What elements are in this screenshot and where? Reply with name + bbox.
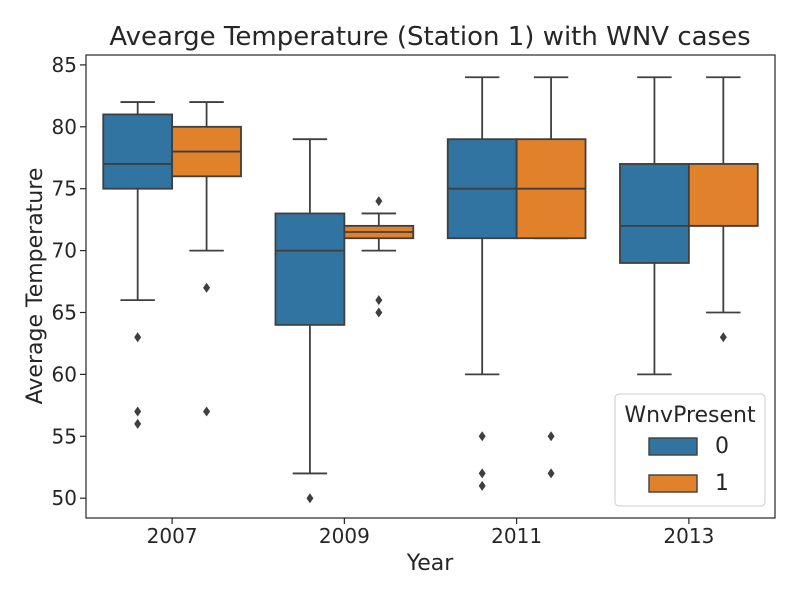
x-tick-label: 2009 — [319, 524, 370, 548]
box-iqr — [619, 163, 690, 264]
outlier-point — [375, 295, 383, 306]
y-tick-label: 60 — [52, 362, 77, 386]
box-group-2007-series-0 — [102, 101, 174, 429]
legend: WnvPresent 0 1 — [614, 393, 766, 507]
box-group-2011-series-1 — [515, 76, 587, 479]
outlier-point — [547, 431, 555, 442]
legend-title: WnvPresent — [624, 403, 756, 428]
box-iqr — [687, 163, 759, 227]
legend-swatch-0 — [648, 437, 698, 456]
box-group-2007-series-1 — [171, 101, 242, 417]
outlier-point — [134, 406, 142, 417]
outlier-point — [375, 196, 383, 207]
legend-swatch-1 — [648, 474, 698, 493]
outlier-point — [719, 332, 727, 343]
x-axis-label: Year — [406, 551, 455, 576]
plot-area — [102, 76, 759, 504]
box-group-2009-series-0 — [274, 138, 346, 504]
box-iqr — [274, 212, 346, 326]
box-group-2011-series-0 — [446, 76, 518, 491]
y-tick-label: 75 — [52, 177, 77, 201]
outlier-point — [547, 468, 555, 479]
plot-frame — [85, 54, 776, 519]
x-tick-label: 2007 — [147, 524, 198, 548]
y-tick-label: 85 — [52, 53, 77, 77]
box-iqr — [102, 113, 174, 190]
y-tick-label: 65 — [52, 300, 77, 324]
outlier-point — [375, 307, 383, 318]
y-tick-label: 55 — [52, 424, 77, 448]
y-tick-label: 80 — [52, 115, 77, 139]
outlier-point — [134, 332, 142, 343]
axis-ticks: 50 55 60 65 70 75 80 85 2007 2009 2011 2013 — [52, 53, 715, 548]
x-tick-label: 2011 — [491, 524, 542, 548]
outlier-point — [134, 418, 142, 429]
outlier-point — [478, 431, 486, 442]
box-group-2009-series-1 — [343, 196, 415, 318]
x-tick-label: 2013 — [663, 524, 714, 548]
y-tick-label: 50 — [52, 486, 77, 510]
box-group-2013-series-1 — [687, 76, 759, 343]
y-axis-label: Average Temperature — [23, 168, 48, 405]
outlier-point — [478, 468, 486, 479]
outlier-point — [203, 406, 211, 417]
box-group-2013-series-0 — [619, 76, 690, 376]
legend-label-0: 0 — [715, 434, 729, 459]
y-tick-label: 70 — [52, 239, 77, 263]
outlier-point — [306, 493, 314, 504]
chart-title: Avearge Temperature (Station 1) with WNV… — [109, 22, 750, 52]
outlier-point — [478, 480, 486, 491]
outlier-point — [203, 282, 211, 293]
legend-label-1: 1 — [715, 471, 729, 496]
